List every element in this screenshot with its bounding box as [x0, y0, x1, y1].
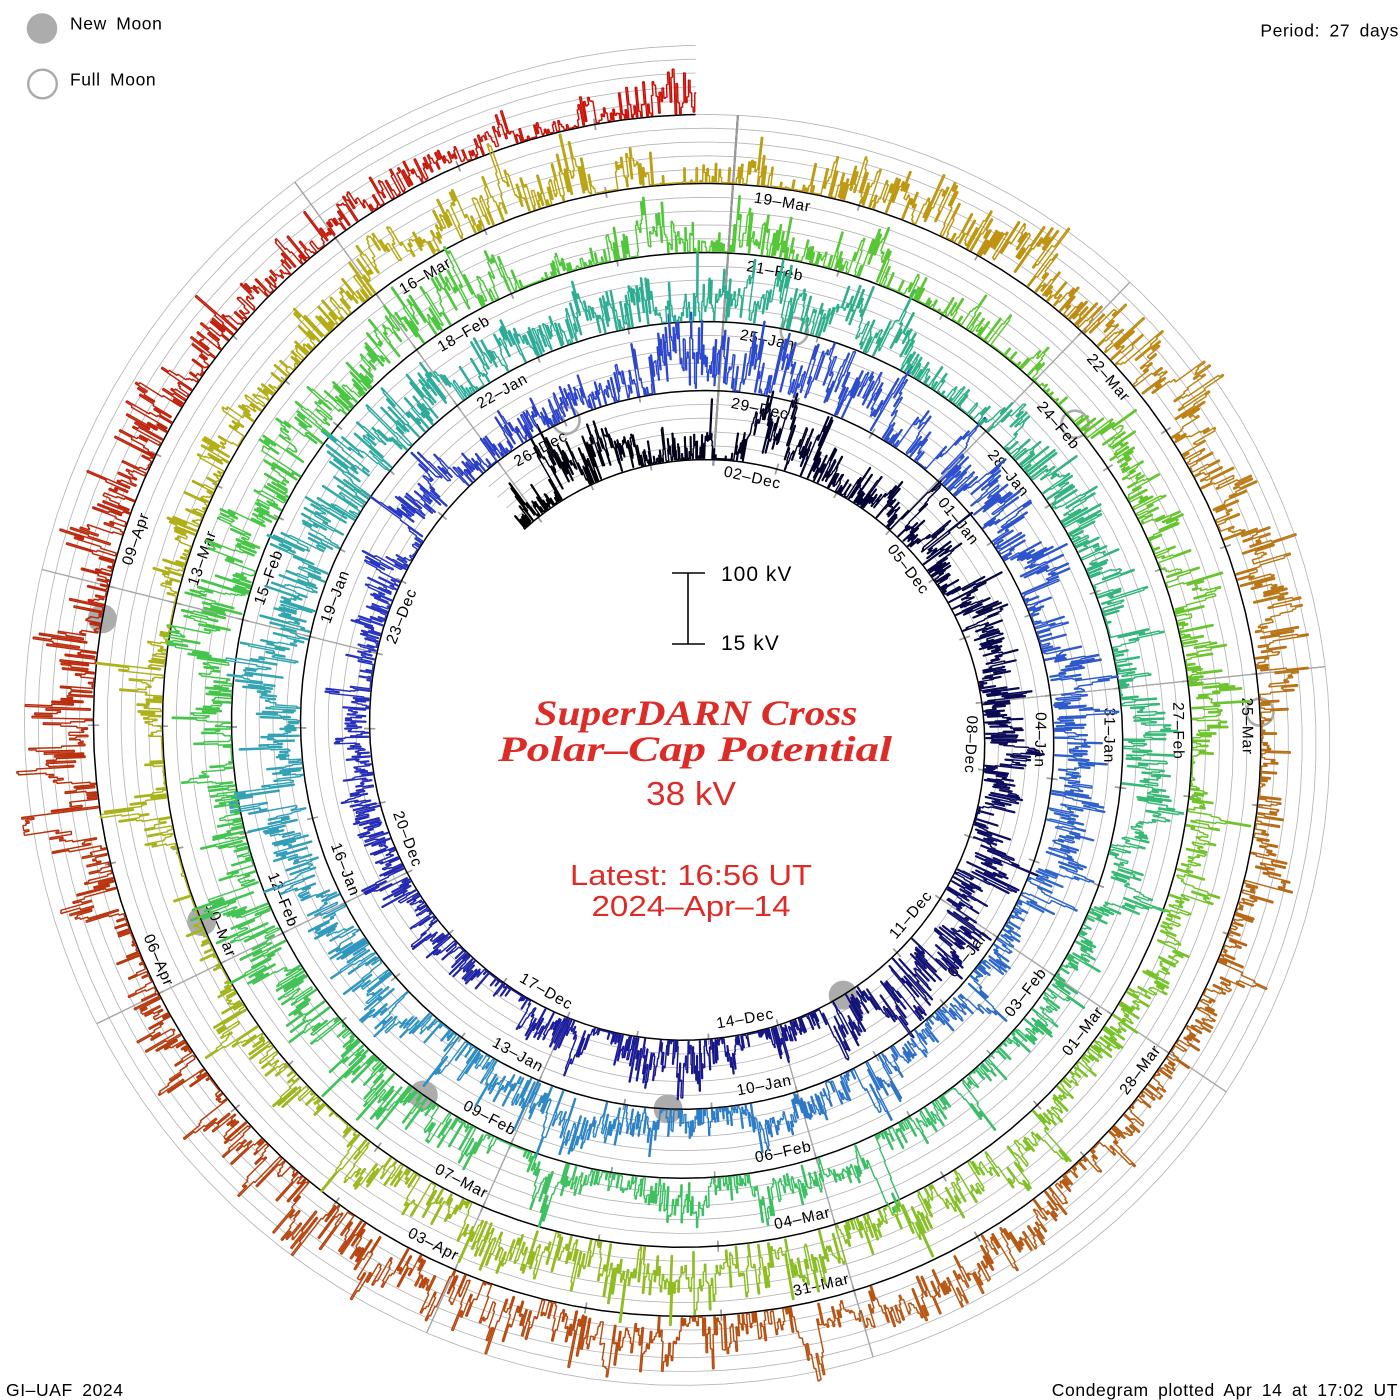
svg-text:SuperDARN Cross: SuperDARN Cross: [535, 693, 858, 733]
svg-text:Latest: 16:56 UT: Latest: 16:56 UT: [570, 860, 812, 892]
svg-text:08–Dec: 08–Dec: [961, 715, 981, 774]
svg-text:15 kV: 15 kV: [721, 632, 780, 655]
svg-text:GI–UAF 2024: GI–UAF 2024: [6, 1380, 124, 1400]
svg-text:25–Mar: 25–Mar: [1238, 698, 1256, 756]
svg-text:Polar–Cap Potential: Polar–Cap Potential: [497, 729, 892, 769]
svg-text:2024–Apr–14: 2024–Apr–14: [592, 891, 791, 923]
svg-text:Condegram plotted Apr 14 at 17: Condegram plotted Apr 14 at 17:02 UT: [1052, 1380, 1398, 1400]
svg-text:New Moon: New Moon: [70, 14, 162, 34]
svg-text:04–Jan: 04–Jan: [1031, 712, 1049, 768]
svg-text:Full Moon: Full Moon: [70, 70, 156, 90]
svg-text:31–Jan: 31–Jan: [1100, 708, 1117, 764]
svg-text:100 kV: 100 kV: [721, 563, 792, 586]
svg-text:Period: 27 days: Period: 27 days: [1260, 21, 1399, 41]
svg-text:38 kV: 38 kV: [646, 775, 736, 812]
